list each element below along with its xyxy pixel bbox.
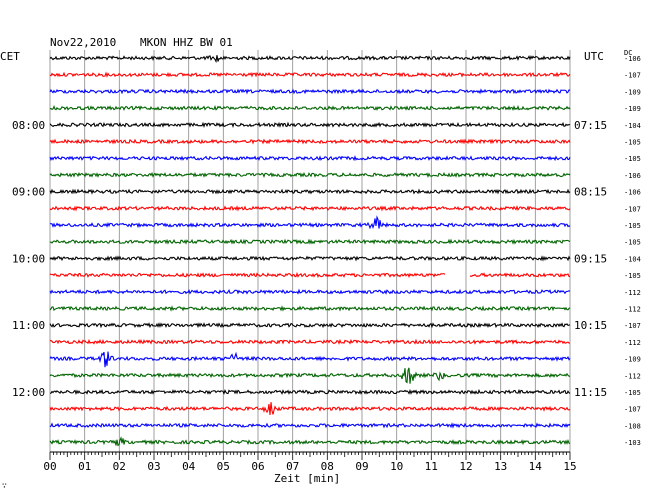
dc-offset-value: -105 xyxy=(624,272,641,280)
station-label: MKON HHZ BW 01 xyxy=(140,36,233,49)
trace-line-row-0 xyxy=(49,55,571,64)
x-tick-label: 08 xyxy=(321,460,334,473)
dc-offset-value: -105 xyxy=(624,222,641,230)
left-time-label: 10:00 xyxy=(12,252,45,265)
trace-line-row-15 xyxy=(49,305,571,312)
trace-line-row-6 xyxy=(49,155,571,162)
x-tick-label: 14 xyxy=(529,460,543,473)
right-time-label: 11:15 xyxy=(574,386,607,399)
x-tick-label: 00 xyxy=(43,460,56,473)
x-axis: 00 01 02 03 04 05 06 07 08 09 10 11 12 13 14 15 xyxy=(43,451,577,473)
trace-line-row-7 xyxy=(49,171,571,179)
dc-offset-value: -104 xyxy=(624,255,641,263)
x-tick-label: 07 xyxy=(286,460,299,473)
trace-line-row-16 xyxy=(49,322,571,329)
x-tick-label: 02 xyxy=(113,460,126,473)
trace-line-row-22 xyxy=(49,422,571,429)
x-tick-label: 09 xyxy=(355,460,368,473)
dc-offset-value: -105 xyxy=(624,139,641,147)
dc-offset-value: -112 xyxy=(624,339,641,347)
left-time-labels: 08:00 09:00 10:00 11:00 12:00 xyxy=(12,119,45,399)
x-tick-label: 15 xyxy=(563,460,576,473)
trace-line-row-3 xyxy=(49,104,571,112)
dc-offset-labels: -106 -107 -109 -109 -104 -105 -105 -106 -106 -107… xyxy=(624,55,641,447)
right-time-label: 08:15 xyxy=(574,186,607,199)
dc-offset-value: -105 xyxy=(624,155,641,163)
dc-offset-value: -106 xyxy=(624,189,641,197)
dc-offset-value: -112 xyxy=(624,289,641,297)
dc-offset-value: -107 xyxy=(624,72,641,80)
dc-offset-value: -112 xyxy=(624,372,641,380)
dc-offset-value: -108 xyxy=(624,422,641,430)
trace-line-row-2 xyxy=(49,88,571,95)
left-time-label: 12:00 xyxy=(12,386,45,399)
trace-line-row-19 xyxy=(49,367,571,384)
dc-offset-value: -109 xyxy=(624,356,641,364)
dc-offset-value: -103 xyxy=(624,439,641,447)
trace-line-row-21 xyxy=(49,402,571,415)
trace-line-row-11 xyxy=(49,238,571,245)
dc-offset-value: -109 xyxy=(624,105,641,113)
trace-line-row-17 xyxy=(49,338,571,345)
x-tick-label: 06 xyxy=(251,460,264,473)
left-time-label: 11:00 xyxy=(12,319,45,332)
right-time-label: 07:15 xyxy=(574,119,607,132)
right-timezone-label: UTC xyxy=(584,50,604,63)
right-time-label: 09:15 xyxy=(574,252,607,265)
dc-offset-value: -106 xyxy=(624,55,641,63)
dc-offset-value: -109 xyxy=(624,88,641,96)
x-tick-label: 03 xyxy=(147,460,160,473)
trace-group xyxy=(49,55,571,447)
left-time-label: 08:00 xyxy=(12,119,45,132)
trace-line-row-13 xyxy=(49,271,571,279)
x-tick-label: 01 xyxy=(78,460,91,473)
trace-line-row-18 xyxy=(49,351,571,368)
date-label: Nov22,2010 xyxy=(50,36,116,49)
trace-line-row-1 xyxy=(49,71,571,78)
trace-line-row-8 xyxy=(49,188,571,195)
corner-mark: ∵ xyxy=(2,481,7,490)
x-tick-label: 05 xyxy=(217,460,230,473)
right-time-label: 10:15 xyxy=(574,319,607,332)
dc-offset-value: -105 xyxy=(624,389,641,397)
dc-offset-value: -104 xyxy=(624,122,641,130)
dc-offset-header: DC xyxy=(624,49,632,57)
trace-line-row-12 xyxy=(49,255,571,262)
x-tick-label: 04 xyxy=(182,460,196,473)
trace-line-row-23 xyxy=(49,436,571,447)
trace-line-row-10 xyxy=(49,215,571,230)
dc-offset-value: -105 xyxy=(624,239,641,247)
x-tick-label: 10 xyxy=(390,460,403,473)
x-axis-title: Zeit [min] xyxy=(274,472,340,485)
dc-offset-value: -107 xyxy=(624,322,641,330)
left-time-label: 09:00 xyxy=(12,186,45,199)
dc-offset-value: -112 xyxy=(624,306,641,314)
left-timezone-label: CET xyxy=(0,50,20,63)
x-tick-label: 13 xyxy=(494,460,507,473)
x-tick-label: 12 xyxy=(459,460,472,473)
trace-line-row-14 xyxy=(49,288,571,295)
trace-line-row-20 xyxy=(49,388,571,396)
trace-line-row-5 xyxy=(49,138,571,145)
dc-offset-value: -106 xyxy=(624,172,641,180)
x-tick-label: 11 xyxy=(425,460,438,473)
dc-offset-value: -107 xyxy=(624,205,641,213)
right-time-labels: 07:15 08:15 09:15 10:15 11:15 xyxy=(574,119,607,399)
trace-line-row-9 xyxy=(49,205,571,212)
minute-gridlines xyxy=(49,50,571,452)
trace-line-row-4 xyxy=(49,121,571,129)
dc-offset-value: -107 xyxy=(624,406,641,414)
